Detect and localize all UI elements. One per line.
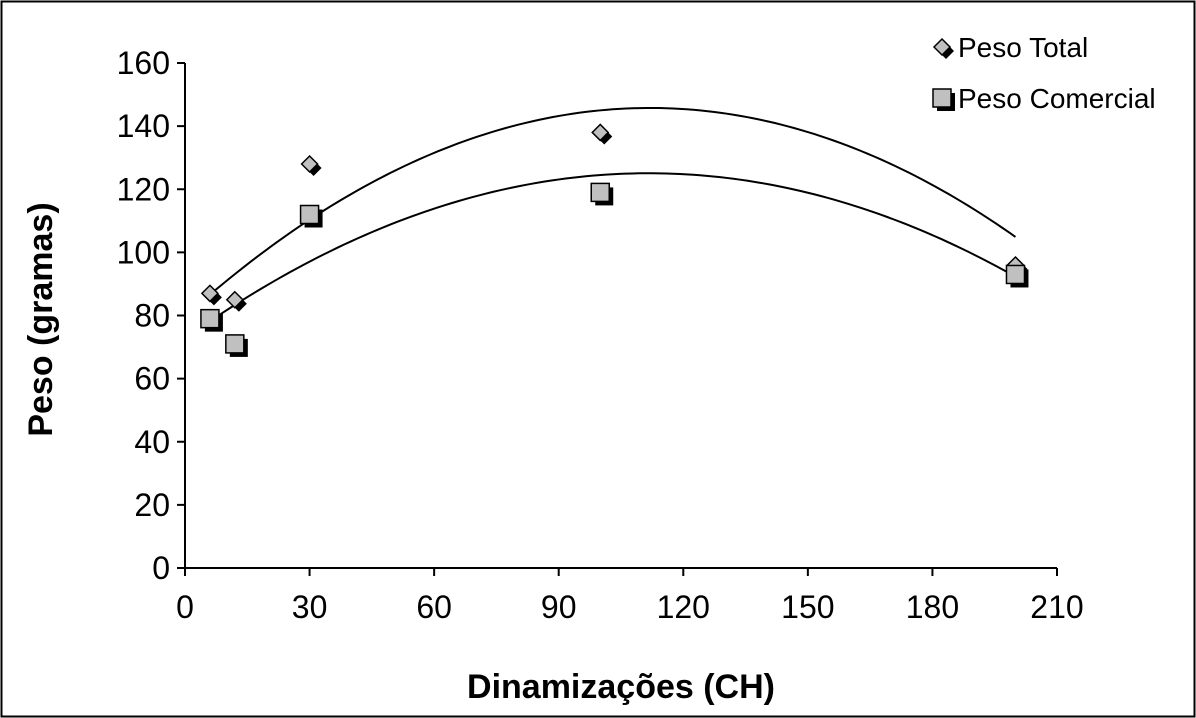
y-tick-label: 0 xyxy=(152,550,170,586)
y-tick-label: 160 xyxy=(117,45,170,81)
legend: Peso Total Peso Comercial xyxy=(932,32,1156,114)
y-tick-label: 120 xyxy=(117,171,170,207)
trend-lines xyxy=(209,106,1017,323)
data-point-diamond xyxy=(200,284,219,303)
x-axis-title: Dinamizações (CH) xyxy=(467,668,775,706)
data-point-square xyxy=(225,334,245,354)
y-tick-label: 80 xyxy=(134,298,170,334)
x-tick-label: 120 xyxy=(657,589,710,625)
data-point-square xyxy=(1005,264,1026,285)
data-point-diamond xyxy=(225,290,244,309)
legend-diamond-marker xyxy=(932,37,952,57)
data-point-diamond xyxy=(300,154,319,174)
legend-square-marker xyxy=(932,88,952,108)
x-tick-label: 90 xyxy=(541,589,577,625)
data-points xyxy=(200,123,1029,357)
series-peso-comercial xyxy=(200,182,1029,357)
data-point-square xyxy=(299,204,320,225)
y-axis-title: Peso (gramas) xyxy=(22,202,60,436)
x-tick-label: 210 xyxy=(1030,589,1083,625)
data-point-square xyxy=(200,308,220,329)
y-tick-label: 140 xyxy=(117,108,170,144)
y-tick-label: 60 xyxy=(134,361,170,397)
legend-entry: Peso Comercial xyxy=(932,83,1156,114)
x-tick-label: 30 xyxy=(292,589,328,625)
data-point-diamond xyxy=(591,123,610,142)
legend-label: Peso Total xyxy=(958,32,1088,63)
x-tick-label: 150 xyxy=(781,589,834,625)
y-tick-label: 100 xyxy=(117,234,170,270)
x-tick-label: 180 xyxy=(906,589,959,625)
x-tick-label: 60 xyxy=(416,589,452,625)
data-point-square xyxy=(590,182,610,203)
x-tick-label: 0 xyxy=(176,589,194,625)
y-tick-label: 40 xyxy=(134,424,170,460)
legend-label: Peso Comercial xyxy=(958,83,1156,114)
axes: 0 20 40 60 80 100 120 140 160 0 30 60 90 120 150 180 210 xyxy=(117,45,1084,625)
trend-line-peso-comercial xyxy=(209,172,1016,323)
legend-entry: Peso Total xyxy=(932,32,1088,63)
trend-line-peso-total xyxy=(209,106,1017,296)
y-tick-label: 20 xyxy=(134,487,170,523)
